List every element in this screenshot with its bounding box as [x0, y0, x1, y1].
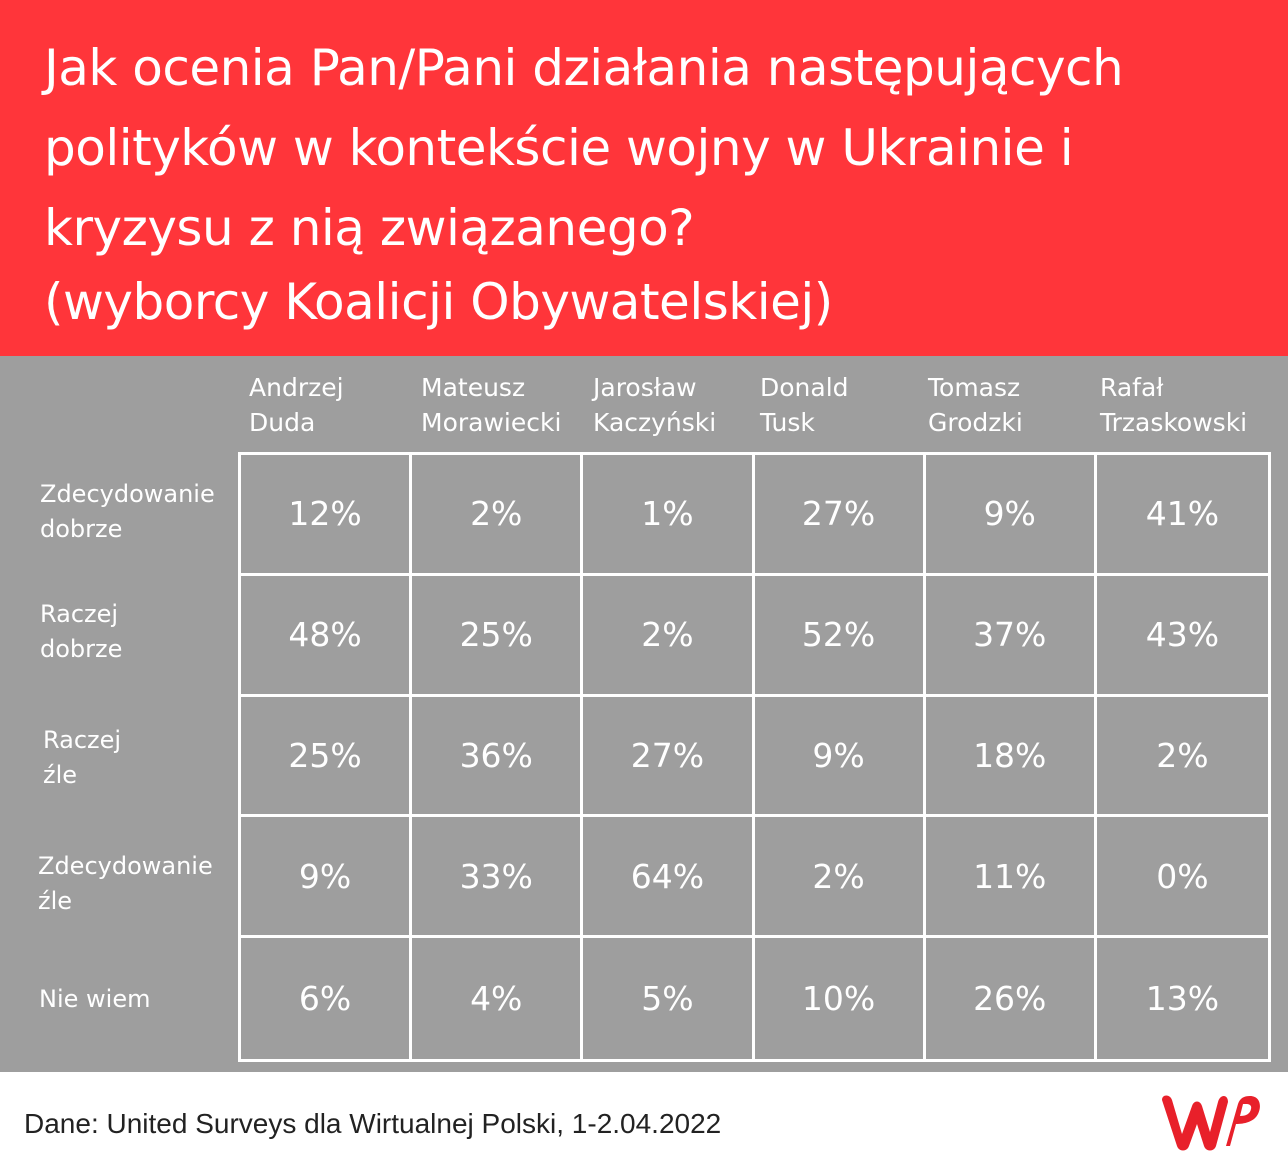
table-cell-r1-c1: 12% [241, 455, 413, 576]
table-cell-r3-c1: 25% [241, 696, 413, 818]
row-label-3-line-2: źle [43, 761, 78, 789]
source-note: Dane: United Surveys dla Wirtualnej Pols… [24, 1108, 722, 1139]
column-header-4-line-2: Tusk [760, 408, 815, 437]
table-cell-r1-c5: 9% [925, 455, 1097, 576]
title-banner: Jak ocenia Pan/Pani działania następując… [0, 0, 1288, 356]
table-cell-r5-c6: 13% [1145, 979, 1220, 1019]
table-cell-r4-c2: 33% [412, 817, 584, 939]
table-cell-r2-c3: 2% [583, 575, 755, 697]
table-cell-r2-c1: 48% [241, 575, 413, 697]
row-label-4-line-2: źle [38, 887, 73, 915]
table-cell-r1-c6: 41% [1096, 455, 1268, 576]
table-cell-r3-c5: 18% [925, 696, 1097, 818]
column-header-2-line-1: Mateusz [421, 373, 526, 402]
table-cell-r4-c6: 0% [1096, 817, 1268, 939]
table-cell-r5-c4: 10% [755, 938, 926, 1059]
table-cell-r4-c4: 2% [754, 817, 926, 939]
row-label-2-line-1: Raczej [40, 600, 119, 628]
table-cell-r4-c1: 9% [241, 817, 413, 939]
row-label-3-line-1: Raczej [43, 726, 122, 754]
row-label-1-line-1: Zdecydowanie [40, 480, 215, 508]
table-cell-r4-c3: 64% [583, 817, 755, 939]
table-cell-r3-c6: 2% [1096, 697, 1268, 818]
column-header-1-line-2: Duda [249, 408, 316, 437]
column-header-5-line-2: Grodzki [928, 408, 1023, 437]
results-table: 12% 2% 1% 27% 9% 41% 48% 25% 2% 52% 37% 43% 25% 36% 27… [238, 452, 1271, 1062]
column-header-6-line-2: Trzaskowski [1100, 408, 1248, 437]
column-header-1-line-1: Andrzej [249, 373, 344, 402]
row-label-1-line-2: dobrze [40, 515, 123, 543]
row-label-2-line-2: dobrze [40, 635, 123, 663]
title-line-3: kryzysu z nią związanego? [44, 199, 695, 257]
table-panel [0, 356, 1288, 1072]
row-label-4-line-1: Zdecydowanie [38, 852, 213, 880]
table-cell-r5-c3: 5% [583, 938, 755, 1059]
title-line-4: (wyborcy Koalicji Obywatelskiej) [44, 273, 833, 331]
title-line-2: polityków w kontekście wojny w Ukrainie … [44, 119, 1074, 177]
table-cell-r3-c3: 27% [583, 696, 755, 818]
table-cell-r3-c4: 9% [754, 696, 926, 818]
column-header-5-line-1: Tomasz [928, 373, 1021, 402]
table-cell-r2-c2: 25% [412, 575, 584, 697]
table-cell-r3-c2: 36% [412, 696, 584, 818]
table-cell-r1-c3: 1% [583, 455, 755, 576]
table-cell-r4-c5: 11% [925, 817, 1097, 939]
wp-logo-icon [1162, 1095, 1260, 1151]
column-header-3-line-2: Kaczyński [593, 408, 717, 437]
row-label-5-line-1: Nie wiem [39, 985, 151, 1013]
table-cell-r5-c1: 6% [241, 938, 413, 1059]
table-cell-r1-c2: 2% [412, 455, 584, 576]
table-cell-r5-c5: 26% [926, 938, 1097, 1059]
column-header-3-line-1: Jarosław [593, 373, 697, 402]
table-cell-r2-c5: 37% [925, 575, 1097, 697]
table-cell-r5-c2: 4% [412, 938, 584, 1059]
column-header-2-line-2: Morawiecki [421, 408, 562, 437]
table-cell-r1-c4: 27% [754, 455, 926, 576]
table-cell-r2-c4: 52% [754, 575, 926, 697]
table-cell-r2-c6: 43% [1096, 576, 1268, 697]
title-line-1: Jak ocenia Pan/Pani działania następując… [44, 39, 1124, 97]
column-header-4-line-1: Donald [760, 373, 849, 402]
column-header-6-line-1: Rafał [1100, 373, 1164, 402]
